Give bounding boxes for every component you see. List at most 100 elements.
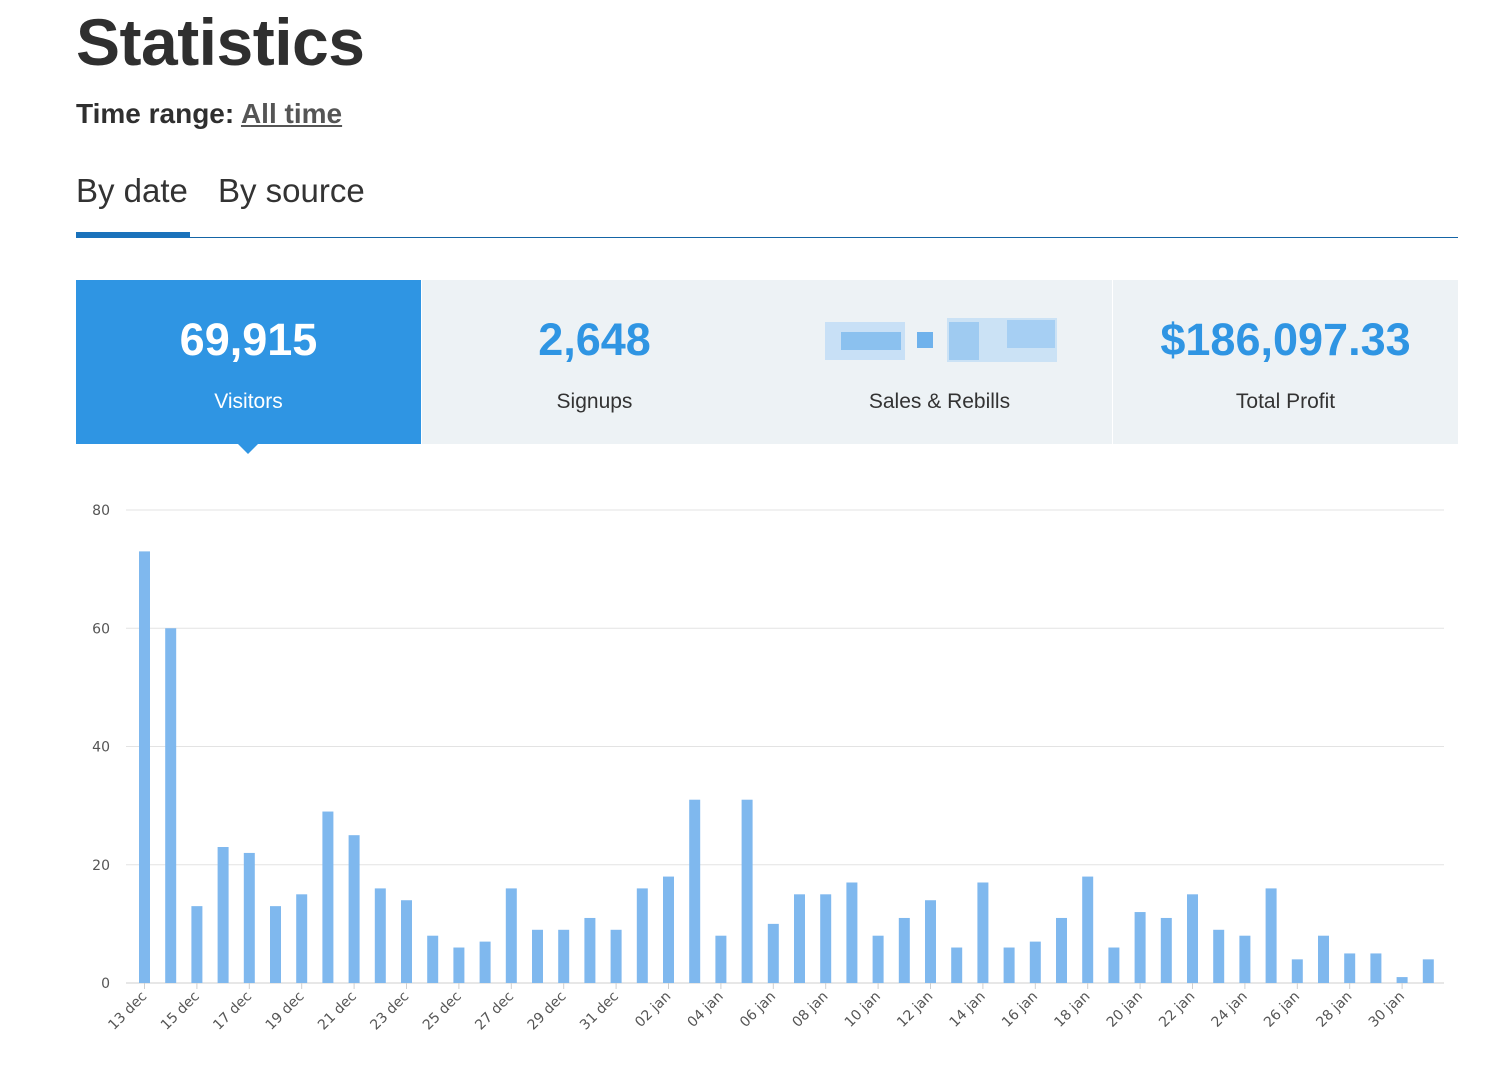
- card-signups-value: 2,648: [538, 314, 651, 365]
- card-visitors[interactable]: 69,915 Visitors: [76, 280, 421, 444]
- y-tick-label: 0: [101, 976, 110, 992]
- bar[interactable]: [296, 894, 308, 983]
- card-total-profit-label: Total Profit: [1235, 390, 1336, 413]
- bar[interactable]: [1082, 876, 1094, 983]
- bar[interactable]: [898, 917, 910, 983]
- bar[interactable]: [1265, 888, 1277, 983]
- bar[interactable]: [1160, 917, 1172, 983]
- x-tick-label: 10 jan: [842, 989, 884, 1031]
- bar[interactable]: [1370, 953, 1382, 983]
- bar[interactable]: [532, 929, 543, 983]
- bar[interactable]: [1318, 935, 1329, 983]
- card-signups[interactable]: 2,648 Signups: [422, 280, 767, 444]
- card-signups-label: Signups: [556, 390, 633, 413]
- y-tick-label: 60: [92, 621, 110, 637]
- bar[interactable]: [374, 888, 386, 983]
- x-tick-label: 04 jan: [685, 989, 727, 1031]
- bar[interactable]: [165, 628, 177, 983]
- x-tick-label: 23 dec: [367, 989, 412, 1034]
- bar[interactable]: [1108, 947, 1120, 983]
- bar[interactable]: [1291, 959, 1303, 983]
- bar[interactable]: [191, 906, 203, 983]
- x-tick-label: 24 jan: [1209, 989, 1251, 1031]
- bar[interactable]: [1213, 929, 1225, 983]
- bar[interactable]: [1003, 947, 1015, 983]
- bar[interactable]: [820, 894, 832, 983]
- bar[interactable]: [1396, 977, 1408, 983]
- card-sales-rebills-label: Sales & Rebills: [868, 390, 1011, 413]
- bar[interactable]: [270, 906, 281, 983]
- bar[interactable]: [322, 811, 334, 983]
- time-range: Time range: All time: [76, 98, 342, 130]
- bar[interactable]: [794, 894, 805, 983]
- bar[interactable]: [1239, 935, 1251, 983]
- redacted-value: [825, 318, 1057, 364]
- card-sales-rebills[interactable]: Sales & Rebills: [767, 280, 1112, 444]
- bar[interactable]: [558, 929, 570, 983]
- x-tick-label: 08 jan: [789, 989, 831, 1031]
- x-tick-label: 18 jan: [1051, 989, 1093, 1031]
- bar[interactable]: [741, 799, 753, 983]
- bar[interactable]: [1134, 912, 1146, 983]
- y-tick-label: 80: [92, 503, 110, 519]
- x-tick-label: 20 jan: [1104, 989, 1146, 1031]
- bar[interactable]: [1344, 953, 1356, 983]
- x-tick-label: 02 jan: [632, 989, 674, 1031]
- y-tick-label: 40: [92, 740, 110, 756]
- x-tick-label: 16 jan: [999, 989, 1041, 1031]
- bar[interactable]: [1422, 959, 1434, 983]
- bar[interactable]: [139, 551, 150, 983]
- x-tick-label: 17 dec: [210, 989, 255, 1034]
- x-tick-label: 13 dec: [105, 989, 150, 1034]
- bar[interactable]: [348, 835, 360, 983]
- active-card-pointer: [238, 444, 258, 454]
- y-tick-label: 20: [92, 858, 110, 874]
- bar[interactable]: [479, 941, 491, 983]
- time-range-label: Time range:: [76, 98, 235, 129]
- x-tick-label: 25 dec: [420, 989, 465, 1034]
- bar[interactable]: [453, 947, 465, 983]
- x-tick-label: 14 jan: [947, 989, 989, 1031]
- tab-by-date[interactable]: By date: [76, 172, 190, 238]
- x-tick-label: 30 jan: [1366, 989, 1408, 1031]
- bar[interactable]: [767, 923, 779, 983]
- stats-cards: 69,915 Visitors 2,648 Signups Sales & Re…: [76, 280, 1458, 444]
- x-tick-label: 19 dec: [263, 989, 308, 1034]
- bar[interactable]: [951, 947, 963, 983]
- x-tick-label: 28 jan: [1313, 989, 1355, 1031]
- bar[interactable]: [663, 876, 674, 983]
- bar[interactable]: [1187, 894, 1198, 983]
- bar[interactable]: [584, 917, 596, 983]
- card-total-profit[interactable]: $186,097.33 Total Profit: [1113, 280, 1458, 444]
- bar[interactable]: [610, 929, 622, 983]
- card-visitors-value: 69,915: [179, 314, 318, 365]
- bar[interactable]: [925, 900, 936, 983]
- page-title: Statistics: [76, 5, 365, 79]
- x-tick-label: 31 dec: [577, 989, 622, 1034]
- x-tick-label: 15 dec: [158, 989, 203, 1034]
- card-visitors-label: Visitors: [214, 390, 283, 413]
- tab-bar: By date By source: [76, 168, 1458, 238]
- x-tick-label: 12 jan: [894, 989, 936, 1031]
- bar[interactable]: [243, 852, 255, 983]
- bar[interactable]: [977, 882, 989, 983]
- bar[interactable]: [636, 888, 648, 983]
- x-tick-label: 21 dec: [315, 989, 360, 1034]
- bar[interactable]: [872, 935, 884, 983]
- bar[interactable]: [217, 847, 229, 983]
- bar[interactable]: [715, 935, 727, 983]
- x-tick-label: 06 jan: [737, 989, 779, 1031]
- bar[interactable]: [846, 882, 858, 983]
- bar[interactable]: [401, 900, 412, 983]
- bar[interactable]: [505, 888, 517, 983]
- x-tick-label: 26 jan: [1261, 989, 1303, 1031]
- x-tick-label: 22 jan: [1156, 989, 1198, 1031]
- bar[interactable]: [689, 799, 701, 983]
- card-total-profit-value: $186,097.33: [1160, 314, 1411, 365]
- bar[interactable]: [1029, 941, 1041, 983]
- tab-by-source[interactable]: By source: [218, 172, 365, 209]
- time-range-link[interactable]: All time: [240, 98, 343, 129]
- bar[interactable]: [427, 935, 439, 983]
- bar[interactable]: [1056, 917, 1067, 983]
